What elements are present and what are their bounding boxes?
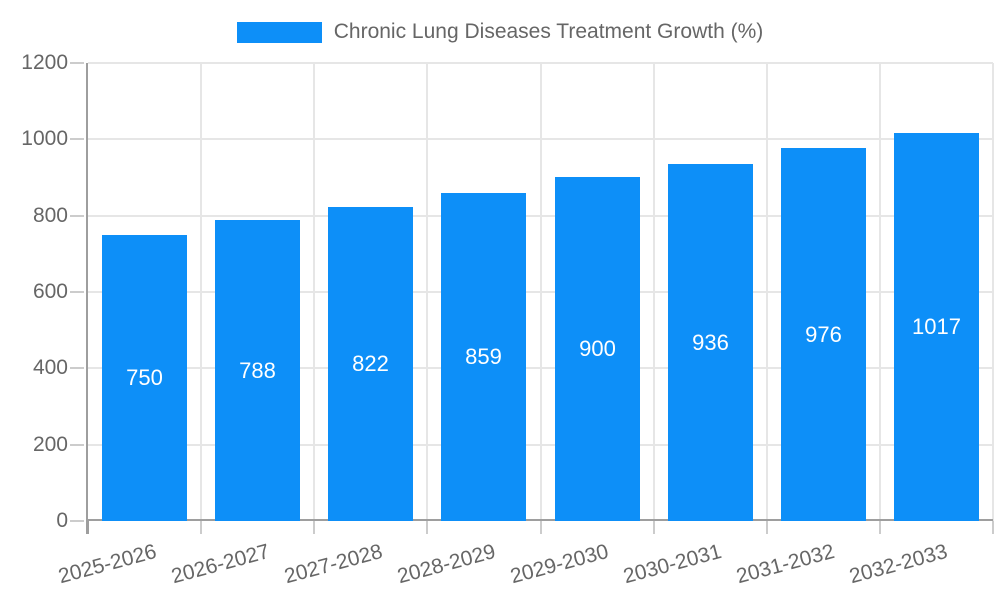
bar-2027-2028[interactable]: 822: [328, 207, 413, 521]
x-axis-tick: [540, 521, 542, 534]
y-axis-tick: [70, 291, 84, 293]
bar-value-label: 822: [352, 351, 389, 376]
x-gridline: [313, 63, 315, 521]
x-gridline: [540, 63, 542, 521]
bar-value-label: 936: [692, 329, 729, 355]
y-axis-tick-label: 400: [32, 356, 68, 379]
y-axis-line: [86, 63, 88, 534]
bar-value-label: 976: [805, 321, 842, 347]
x-gridline: [766, 63, 768, 521]
bar-2032-2033[interactable]: 1017: [894, 133, 979, 521]
bar-value-label: 750: [126, 365, 163, 390]
legend-swatch: [236, 21, 322, 43]
bar-2028-2029[interactable]: 859: [441, 193, 526, 521]
x-axis-tick: [766, 521, 768, 534]
x-axis-tick: [313, 521, 315, 534]
bar-value-label: 859: [465, 344, 502, 369]
y-axis-tick: [70, 444, 84, 446]
x-axis-tick: [87, 521, 89, 534]
x-gridline: [879, 63, 881, 521]
bar-value-label: 1017: [912, 314, 961, 339]
bar-2025-2026[interactable]: 750: [102, 235, 187, 521]
x-gridline: [992, 63, 994, 521]
y-axis-tick-label: 600: [32, 280, 68, 303]
x-axis-tick: [879, 521, 881, 534]
y-axis-tick-label: 1200: [21, 51, 68, 74]
x-axis-tick: [200, 521, 202, 534]
y-axis-tick: [70, 367, 84, 369]
bar-2031-2032[interactable]: 976: [781, 148, 866, 521]
bar-value-label: 788: [239, 357, 276, 383]
x-gridline: [200, 63, 202, 521]
legend-label: Chronic Lung Diseases Treatment Growth (…: [333, 20, 764, 43]
y-axis-tick: [70, 215, 84, 217]
bar-2026-2027[interactable]: 788: [215, 220, 300, 521]
bar-2029-2030[interactable]: 900: [555, 177, 640, 521]
chart-legend[interactable]: Chronic Lung Diseases Treatment Growth (…: [0, 20, 1000, 44]
y-axis-tick-label: 200: [32, 433, 68, 456]
x-axis-line: [88, 519, 993, 521]
x-axis-tick: [992, 521, 994, 534]
x-axis-tick: [426, 521, 428, 534]
bar-value-label: 900: [579, 336, 616, 361]
y-axis-tick-label: 1000: [21, 127, 68, 150]
y-axis-tick-label: 800: [32, 204, 68, 227]
x-gridline: [426, 63, 428, 521]
bar-2030-2031[interactable]: 936: [668, 164, 753, 521]
y-axis-tick: [70, 138, 84, 140]
x-gridline: [653, 63, 655, 521]
y-axis-tick: [70, 520, 84, 522]
y-axis-tick: [70, 62, 84, 64]
x-axis-tick: [653, 521, 655, 534]
y-axis-tick-label: 0: [56, 509, 68, 532]
